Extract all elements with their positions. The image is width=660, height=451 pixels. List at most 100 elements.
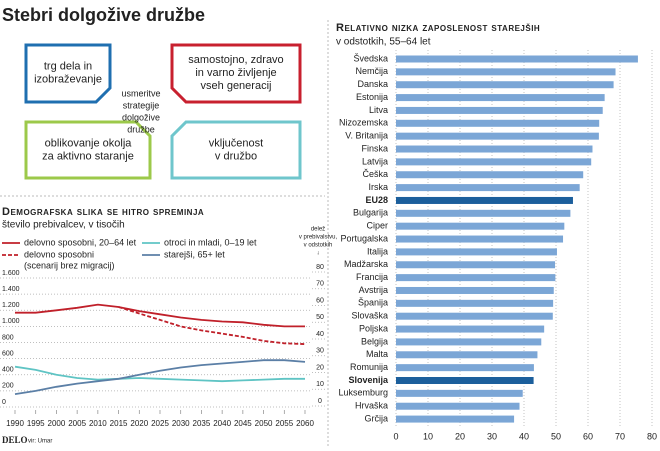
y-tick-label: 600 <box>2 350 14 357</box>
bar-subtitle: v odstotkih, 55–64 let <box>336 37 431 48</box>
bar <box>396 94 605 102</box>
legend-label: delovno sposobni, 20–64 let <box>24 237 137 247</box>
bar <box>396 145 593 153</box>
bar <box>396 274 556 282</box>
y2-tick-label: 0 <box>318 398 322 405</box>
bar <box>396 158 592 166</box>
bar <box>396 248 557 256</box>
bar <box>396 235 564 243</box>
y-tick-label: 1.000 <box>2 318 20 325</box>
bar <box>396 299 554 307</box>
x-tick-label: 0 <box>393 431 398 441</box>
box-text: vseh generacij <box>201 80 272 92</box>
category-label: Slovenija <box>348 375 389 385</box>
y2-axis-label: v odstotkih <box>304 243 333 249</box>
series-line <box>14 359 306 395</box>
category-label: Švedska <box>353 53 388 63</box>
category-label: Grčija <box>364 413 388 423</box>
category-label: Ciper <box>366 221 388 231</box>
y2-tick-label: 30 <box>316 348 324 355</box>
bar <box>396 196 573 204</box>
x-tick-label: 80 <box>647 431 657 441</box>
category-label: Madžarska <box>344 259 388 269</box>
category-label: Luksemburg <box>338 388 388 398</box>
bar <box>396 81 614 89</box>
category-label: Poljska <box>359 323 388 333</box>
bar <box>396 351 538 359</box>
center-text: strategije <box>123 100 160 110</box>
main-title: Stebri dolgožive družbe <box>2 5 205 25</box>
legend-label: delovno sposobni <box>24 249 94 259</box>
legend-label: otroci in mladi, 0–19 let <box>164 237 257 247</box>
category-label: Španija <box>358 298 388 308</box>
box-text: za aktivno staranje <box>42 150 134 162</box>
diagram <box>24 43 302 180</box>
y-tick-label: 800 <box>2 334 14 341</box>
y2-axis-label: v prebivalstvu, <box>299 235 338 241</box>
x-tick-label: 2045 <box>234 419 252 428</box>
box-text: v družbo <box>215 150 257 162</box>
box-text: trg dela in <box>44 60 92 72</box>
category-label: Bulgarija <box>353 208 388 218</box>
bar <box>396 377 534 384</box>
bar <box>396 415 515 423</box>
box-text: in varno življenje <box>195 67 276 79</box>
x-tick-label: 20 <box>455 431 465 441</box>
bar <box>396 119 600 127</box>
y2-axis-label: delež <box>311 227 325 233</box>
box <box>170 120 302 180</box>
y-tick-label: 200 <box>2 383 14 390</box>
x-tick-label: 70 <box>615 431 625 441</box>
y2-tick-label: 10 <box>316 381 324 388</box>
bar <box>396 364 534 372</box>
y2-tick-label: 80 <box>316 264 324 271</box>
category-label: V. Britanija <box>345 131 388 141</box>
y2-tick-label: 50 <box>316 314 324 321</box>
bar <box>396 286 554 294</box>
category-label: Belgija <box>361 336 388 346</box>
x-tick-label: 2005 <box>68 419 86 428</box>
y-tick-label: 400 <box>2 367 14 374</box>
category-label: Latvija <box>362 156 388 166</box>
category-label: Avstrija <box>359 285 388 295</box>
line-title: Demografska slika se hitro spreminja <box>2 206 204 218</box>
category-label: Portugalska <box>340 233 388 243</box>
bar-title: Relativno nizka zaposlenost starejših <box>336 22 540 34</box>
line-subtitle: število prebivalcev, v tisočih <box>2 220 125 231</box>
x-tick-label: 2025 <box>151 419 169 428</box>
series-line <box>118 306 306 345</box>
center-text: družbe <box>127 124 155 134</box>
category-label: Malta <box>366 349 388 359</box>
y-tick-label: 0 <box>2 399 6 406</box>
bar <box>396 338 542 346</box>
y2-tick-label: 20 <box>316 364 324 371</box>
y2-tick-label: 60 <box>316 297 324 304</box>
category-label: Francija <box>356 272 388 282</box>
box <box>24 43 112 104</box>
legend-note: (scenarij brez migracij) <box>24 260 115 270</box>
x-tick-label: 2015 <box>110 419 128 428</box>
x-tick-label: 30 <box>487 431 497 441</box>
bar <box>396 132 599 140</box>
bar <box>396 402 520 410</box>
category-label: EU28 <box>365 195 388 205</box>
x-tick-label: 1995 <box>27 419 45 428</box>
brand: DELO <box>2 435 28 445</box>
category-label: Danska <box>357 79 388 89</box>
y2-tick-label: 70 <box>316 281 324 288</box>
x-tick-label: 2050 <box>255 419 273 428</box>
x-tick-label: 60 <box>583 431 593 441</box>
center-text: dolgožive <box>122 112 160 122</box>
y-tick-label: 1.600 <box>2 270 20 277</box>
x-tick-label: 2030 <box>172 419 190 428</box>
x-tick-label: 10 <box>423 431 433 441</box>
category-label: Češka <box>362 169 388 179</box>
category-label: Hrvaška <box>355 401 388 411</box>
series-line <box>15 303 305 328</box>
category-label: Romunija <box>350 362 388 372</box>
y-tick-label: 1.400 <box>2 286 20 293</box>
bar <box>396 55 638 63</box>
box <box>170 43 302 104</box>
category-label: Nizozemska <box>339 118 388 128</box>
